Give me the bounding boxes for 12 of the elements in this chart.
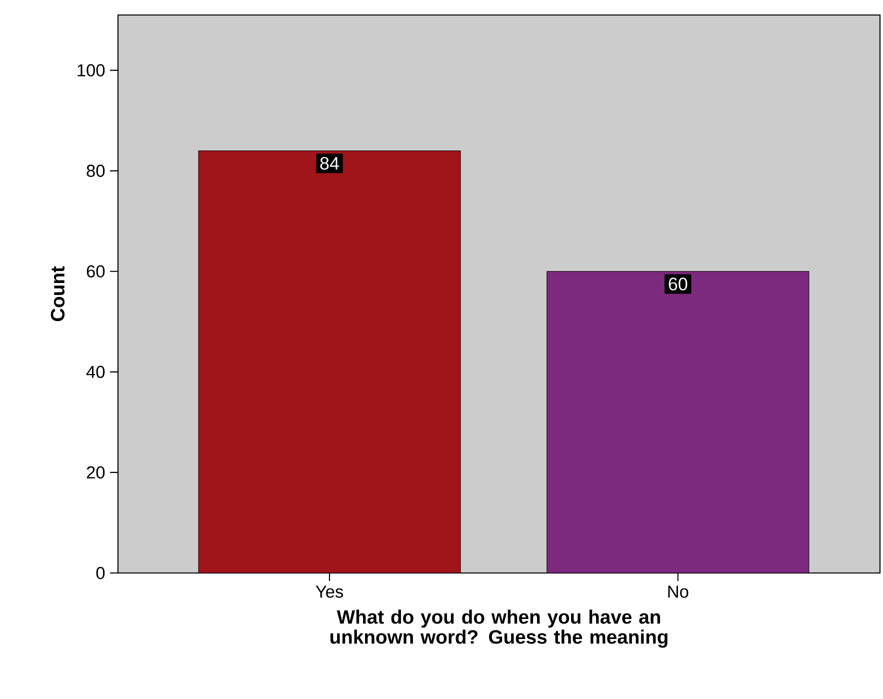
- y-tick-label: 80: [86, 164, 105, 177]
- y-tick-label: 20: [86, 466, 105, 479]
- y-tick-label: 40: [86, 366, 105, 378]
- y-tick-label: 0: [96, 566, 105, 580]
- y-axis-title: Count: [50, 266, 65, 322]
- y-tick-label: 60: [86, 265, 105, 278]
- x-tick-label: Yes: [316, 586, 344, 598]
- x-axis-title: What do you do when you have an unknown word? Guess the meaning: [330, 610, 668, 648]
- x-tick-label: No: [668, 586, 688, 598]
- data-label: 60: [668, 278, 688, 290]
- data-label: 84: [320, 156, 339, 170]
- y-tick-label: 100: [78, 64, 105, 76]
